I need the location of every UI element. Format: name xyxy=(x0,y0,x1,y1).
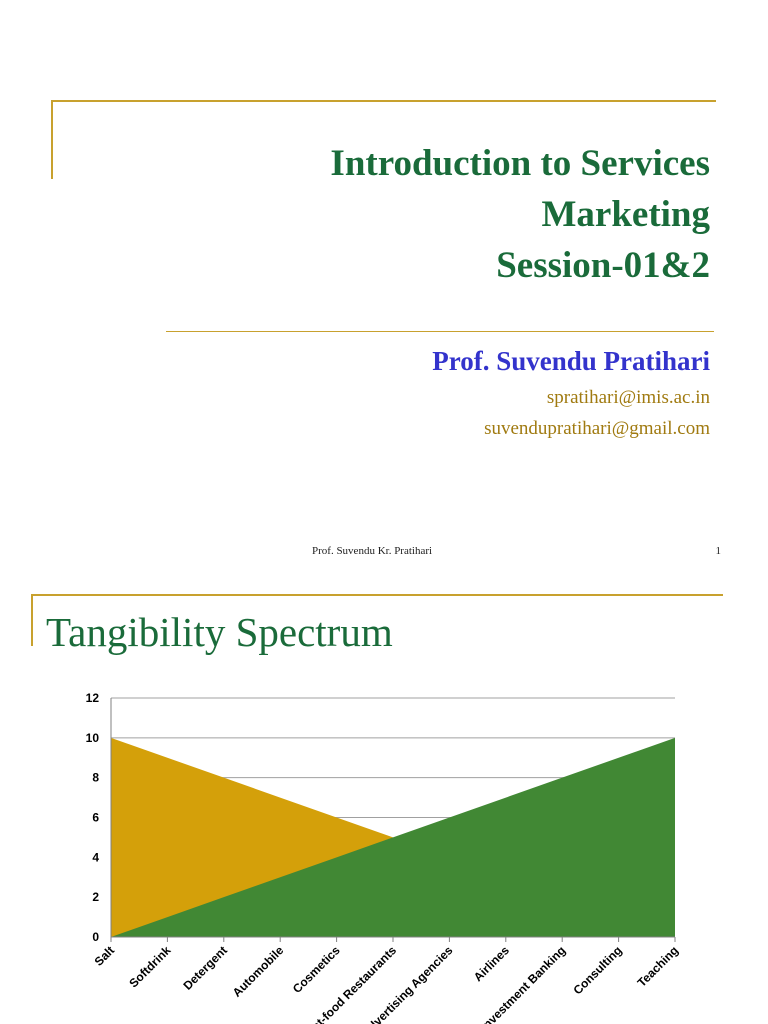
title-line-2: Marketing xyxy=(541,194,710,235)
x-category-label-7: Airlines xyxy=(471,943,512,984)
x-category-label-10: Teaching xyxy=(635,943,682,990)
title-line-3: Session-01&2 xyxy=(496,245,710,286)
page-number: 1 xyxy=(715,545,722,557)
x-category-label-9: Consulting xyxy=(571,943,625,997)
tangibility-slide: Tangibility Spectrum 0 2 4 6 8 10 12 Salt Softdr… xyxy=(0,580,768,1024)
y-tick-label-2: 4 xyxy=(92,850,99,864)
y-tick-label-5: 10 xyxy=(86,731,100,745)
slide2-rule-horizontal xyxy=(31,594,723,596)
tangibility-chart: 0 2 4 6 8 10 12 Salt Softdrink Detergent Automobil… xyxy=(86,691,682,1024)
x-category-label-0: Salt xyxy=(92,943,117,968)
title-line-1: Introduction to Services xyxy=(330,143,710,184)
title-slide: Introduction to Services Marketing Sessi… xyxy=(51,100,722,557)
y-tick-label-3: 6 xyxy=(92,811,99,825)
slide2-rule-vertical xyxy=(31,594,33,646)
y-tick-label-6: 12 xyxy=(86,691,100,705)
x-category-label-2: Detergent xyxy=(180,943,230,993)
x-category-label-1: Softdrink xyxy=(126,943,173,990)
slide2-title: Tangibility Spectrum xyxy=(46,609,393,655)
slide-title: Introduction to Services Marketing Sessi… xyxy=(330,138,710,291)
footer-author: Prof. Suvendu Kr. Pratihari xyxy=(312,545,433,557)
x-category-label-3: Automobile xyxy=(230,943,287,1000)
top-rule-horizontal xyxy=(51,100,716,102)
email-link-2[interactable]: suvendupratihari@gmail.com xyxy=(484,418,710,439)
mid-rule xyxy=(166,331,714,332)
y-tick-label-0: 0 xyxy=(92,930,99,944)
email-link-1[interactable]: spratihari@imis.ac.in xyxy=(546,387,710,408)
y-tick-label-1: 2 xyxy=(92,890,99,904)
y-tick-label-4: 8 xyxy=(92,771,99,785)
author-name: Prof. Suvendu Pratihari xyxy=(432,346,710,376)
x-category-label-4: Cosmetics xyxy=(290,943,343,996)
x-category-label-6: Advertising Agencies xyxy=(359,943,456,1024)
top-rule-vertical xyxy=(51,100,53,179)
